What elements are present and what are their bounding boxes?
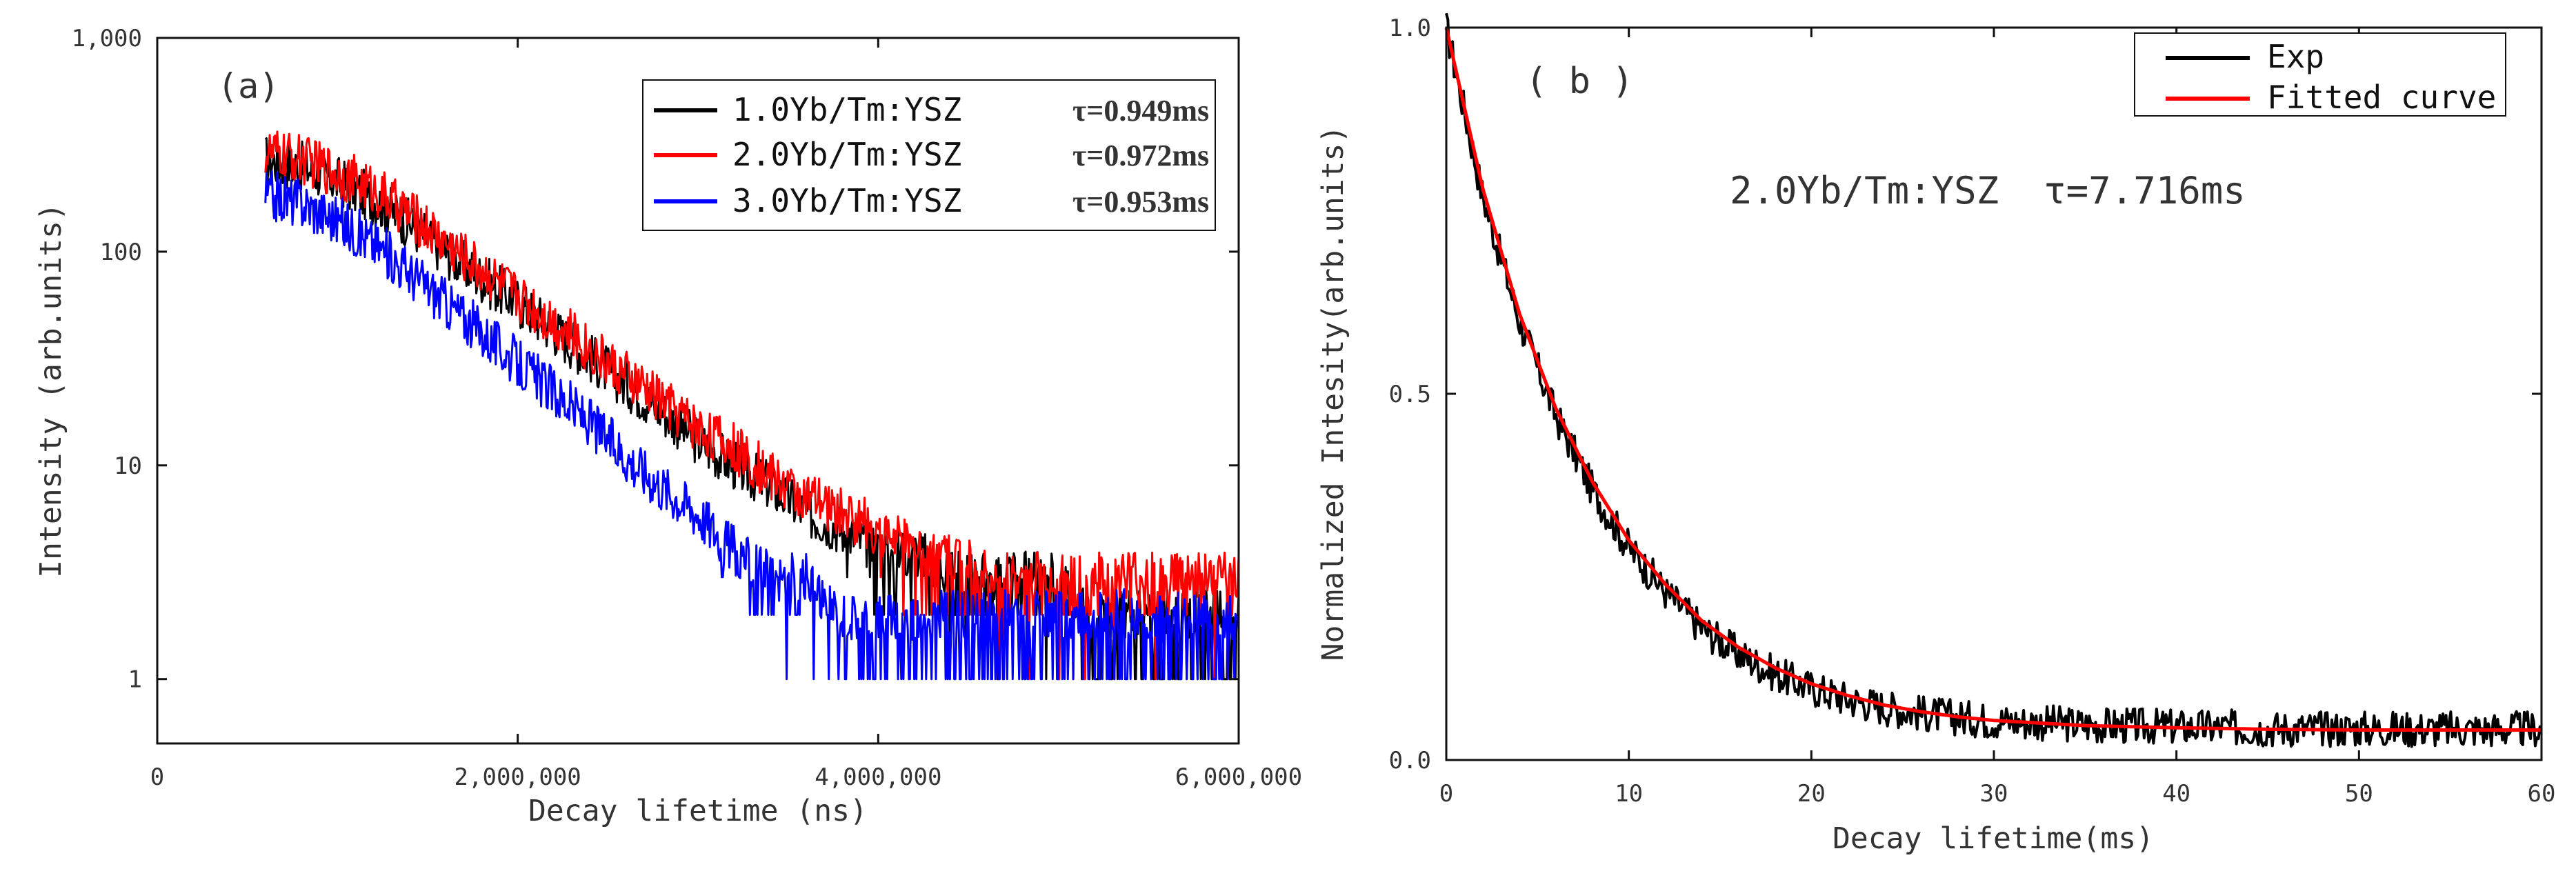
panel-a: 0 2,000,000 4,000,000 6,000,0001101001,000 … xyxy=(34,25,1302,828)
panel-a-frame xyxy=(156,37,1240,745)
legend-label: Fitted curve xyxy=(2267,79,2496,116)
panel-a-legend: 1.0Yb/Tm:YSZ τ=0.949ms 2.0Yb/Tm:YSZ τ=0.… xyxy=(642,79,1216,231)
legend-item: 2.0Yb/Tm:YSZ τ=0.972ms xyxy=(654,136,1209,173)
x-tick-label: 4,000,000 xyxy=(815,763,941,791)
legend-label: 1.0Yb/Tm:YSZ xyxy=(732,91,961,128)
x-tick-label: 6,000,000 xyxy=(1175,763,1302,791)
panel-b-x-axis-title: Decay lifetime(ms) xyxy=(1833,821,2154,856)
legend-tau: τ=0.949ms xyxy=(1072,94,1209,128)
panel-b: 0 10 20 30 40 50 60 0.0 0.5 1.0 ( b ) Exp Fitted … xyxy=(1316,12,2556,856)
series-line xyxy=(1444,27,2542,732)
y-tick-label: 1,000 xyxy=(72,25,142,52)
series-line xyxy=(1445,12,2543,748)
panel-b-annotation: 2.0Yb/Tm:YSZ τ=7.716ms xyxy=(1730,169,2246,212)
x-tick-label: 10 xyxy=(1615,780,1643,808)
legend-item: 1.0Yb/Tm:YSZ τ=0.949ms xyxy=(654,91,1209,128)
panel-a-y-axis-title: Intensity (arb.units) xyxy=(34,203,68,578)
x-tick-label: 30 xyxy=(1980,780,2008,808)
y-tick-label: 10 xyxy=(114,452,142,480)
series-line xyxy=(264,170,1240,681)
panel-b-frame xyxy=(1445,26,2543,761)
panel-b-legend-box xyxy=(2134,32,2506,117)
legend-tau: τ=0.972ms xyxy=(1072,139,1209,172)
legend-label: Exp xyxy=(2267,38,2324,75)
legend-label: 2.0Yb/Tm:YSZ xyxy=(732,136,961,173)
y-tick-label: 1.0 xyxy=(1389,14,1431,42)
panel-a-x-axis-title: Decay lifetime (ns) xyxy=(528,794,868,828)
x-tick-label: 60 xyxy=(2528,780,2556,808)
panel-b-plot-area xyxy=(1444,12,2543,748)
legend-item: Fitted curve xyxy=(2166,79,2496,116)
legend-item: 3.0Yb/Tm:YSZ τ=0.953ms xyxy=(654,182,1209,219)
panel-a-legend-box xyxy=(642,79,1216,231)
legend-tau: τ=0.953ms xyxy=(1072,185,1209,219)
panel-a-label: (a) xyxy=(217,66,279,106)
y-tick-label: 100 xyxy=(100,239,142,266)
legend-item: Exp xyxy=(2166,38,2324,75)
panel-b-label: ( b ) xyxy=(1526,61,1634,102)
panel-a-axes: 0 2,000,000 4,000,000 6,000,000 1 10 100 1,000 xyxy=(72,25,1302,791)
x-tick-label: 0 xyxy=(1439,780,1453,808)
y-tick-label: 1 xyxy=(128,666,142,694)
panel-b-y-axis-title: Normalized Intesity(arb.units) xyxy=(1316,126,1350,661)
x-tick-label: 2,000,000 xyxy=(455,763,581,791)
x-tick-label: 40 xyxy=(2162,780,2190,808)
y-tick-label: 0.0 xyxy=(1389,747,1431,774)
legend-label: 3.0Yb/Tm:YSZ xyxy=(732,182,961,219)
panel-a-plot-area xyxy=(264,130,1240,681)
panel-b-legend: Exp Fitted curve xyxy=(2134,32,2506,117)
x-tick-label: 0 xyxy=(150,763,164,791)
panel-b-axes: 0 10 20 30 40 50 60 0.0 0.5 1.0 xyxy=(1389,14,2556,808)
x-tick-label: 50 xyxy=(2345,780,2373,808)
y-tick-label: 0.5 xyxy=(1389,381,1431,408)
x-tick-label: 20 xyxy=(1797,780,1826,808)
